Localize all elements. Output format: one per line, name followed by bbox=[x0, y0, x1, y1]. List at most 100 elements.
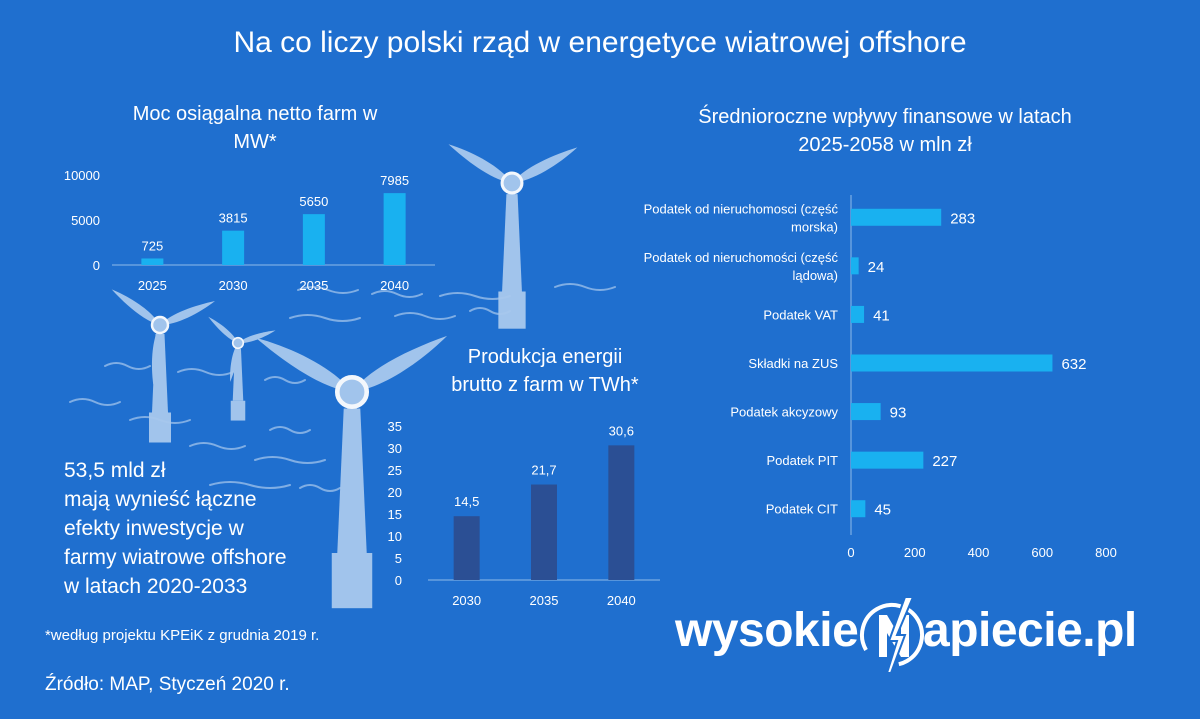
chart-title-production: Produkcja energii brutto z farm w TWh* bbox=[425, 343, 665, 399]
bar bbox=[851, 305, 865, 323]
data-label: 3815 bbox=[219, 211, 248, 226]
data-label: 14,5 bbox=[454, 494, 479, 509]
turbine-blade bbox=[255, 337, 352, 392]
category-label: Podatek PIT bbox=[766, 453, 838, 468]
y-tick-label: 0 bbox=[93, 258, 100, 273]
info-line: w latach 2020-2033 bbox=[64, 575, 248, 598]
bar bbox=[608, 445, 635, 580]
brand-logo: wysokie apiecie.pl bbox=[675, 595, 1137, 685]
turbines-group bbox=[111, 144, 578, 609]
data-label: 41 bbox=[873, 307, 890, 324]
turbine-front bbox=[255, 335, 448, 609]
wave bbox=[189, 442, 246, 450]
turbine-left bbox=[111, 289, 216, 443]
y-tick-label: 20 bbox=[388, 485, 402, 500]
data-label: 227 bbox=[932, 453, 957, 470]
turbine-blade bbox=[352, 335, 448, 392]
y-tick-label: 0 bbox=[395, 573, 402, 588]
wave bbox=[209, 481, 291, 489]
wave bbox=[289, 314, 361, 322]
bar bbox=[531, 484, 557, 580]
bar bbox=[851, 500, 866, 518]
turbine-hub bbox=[500, 171, 524, 195]
chart-title-revenue: Średnioroczne wpływy finansowe w latach … bbox=[655, 103, 1115, 159]
wave bbox=[264, 376, 306, 384]
production-bar-chart: 0 5 10 15 20 25 30 35 14,5 2030 21,7 2035 30,6 2040 bbox=[388, 419, 660, 608]
turbine-blade bbox=[505, 183, 517, 258]
turbine-blade bbox=[111, 289, 160, 325]
lightning-n-icon bbox=[860, 596, 924, 674]
data-label: 7985 bbox=[380, 173, 409, 188]
data-label: 30,6 bbox=[609, 423, 634, 438]
wave bbox=[254, 456, 326, 464]
turbine-hub bbox=[150, 315, 170, 335]
y-tick-label: 35 bbox=[388, 419, 402, 434]
x-tick-label: 600 bbox=[1031, 545, 1053, 560]
turbine-large-right bbox=[448, 144, 578, 329]
category-label: Podatek VAT bbox=[763, 307, 838, 322]
chart-title-capacity: Moc osiągalna netto farm w MW* bbox=[100, 100, 410, 156]
footnote: *według projektu KPEiK z grudnia 2019 r. bbox=[45, 627, 320, 644]
x-tick-label: 0 bbox=[847, 545, 854, 560]
wave bbox=[129, 416, 191, 424]
y-tick-label: 10 bbox=[388, 529, 402, 544]
wave bbox=[469, 307, 511, 315]
source-note: Źródło: MAP, Styczeń 2020 r. bbox=[45, 674, 290, 695]
bar bbox=[453, 516, 480, 580]
bar bbox=[302, 214, 325, 265]
chart-title-line: Produkcja energii bbox=[467, 346, 623, 368]
info-line: efekty inwestycje w bbox=[64, 517, 244, 540]
wave bbox=[371, 290, 423, 298]
bar bbox=[851, 257, 859, 275]
wave bbox=[104, 362, 151, 370]
turbine-blade bbox=[448, 144, 512, 184]
data-label: 283 bbox=[950, 210, 975, 227]
x-tick-label: 2030 bbox=[452, 593, 481, 608]
info-line: mają wynieść łączne bbox=[64, 488, 257, 511]
turbine-small bbox=[208, 316, 276, 421]
data-label: 45 bbox=[874, 502, 891, 519]
chart-title-line: brutto z farm w TWh* bbox=[451, 374, 639, 396]
turbine-blade bbox=[237, 330, 276, 344]
turbine-foundation bbox=[149, 412, 171, 443]
y-tick-label: 30 bbox=[388, 441, 402, 456]
info-line: 53,5 mld zł bbox=[64, 459, 166, 482]
turbine-foundation bbox=[230, 400, 246, 421]
data-label: 725 bbox=[142, 238, 164, 253]
wave bbox=[439, 292, 511, 300]
x-tick-label: 200 bbox=[904, 545, 926, 560]
data-label: 5650 bbox=[299, 194, 328, 209]
x-tick-label: 2035 bbox=[530, 593, 559, 608]
x-tick-label: 800 bbox=[1095, 545, 1117, 560]
data-label: 93 bbox=[890, 405, 907, 422]
chart-title-line: Moc osiągalna netto farm w bbox=[132, 103, 378, 125]
y-tick-label: 15 bbox=[388, 507, 402, 522]
y-tick-label: 5 bbox=[395, 551, 402, 566]
investment-info: 53,5 mld zł mają wynieść łączne efekty i… bbox=[64, 456, 344, 601]
x-tick-label: 2030 bbox=[219, 278, 248, 293]
y-tick-label: 10000 bbox=[64, 168, 100, 183]
wave bbox=[177, 368, 234, 376]
bar bbox=[851, 354, 1053, 372]
turbine-blade bbox=[208, 316, 238, 343]
category-label: Podatek akcyzowy bbox=[730, 405, 838, 420]
category-label: Składki na ZUS bbox=[748, 356, 838, 371]
y-tick-label: 25 bbox=[388, 463, 402, 478]
wave bbox=[554, 283, 616, 291]
bar bbox=[141, 258, 164, 265]
category-label: Podatek od nieruchomości (część bbox=[644, 250, 839, 265]
bar bbox=[222, 230, 245, 265]
chart-title-line: Średnioroczne wpływy finansowe w latach bbox=[698, 106, 1072, 128]
turbine-foundation bbox=[331, 553, 373, 609]
data-label: 21,7 bbox=[531, 463, 556, 478]
capacity-bar-chart: 0 5000 10000 725 2025 3815 2030 5650 2035 7985 204… bbox=[64, 168, 435, 293]
turbine-blade bbox=[512, 147, 578, 183]
category-label: morska) bbox=[791, 219, 838, 234]
data-label: 632 bbox=[1061, 356, 1086, 373]
y-tick-label: 5000 bbox=[71, 213, 100, 228]
turbine-hub bbox=[334, 374, 370, 410]
category-label: lądowa) bbox=[792, 268, 838, 283]
logo-text-left: wysokie bbox=[675, 604, 859, 657]
turbine-blade bbox=[152, 324, 162, 385]
